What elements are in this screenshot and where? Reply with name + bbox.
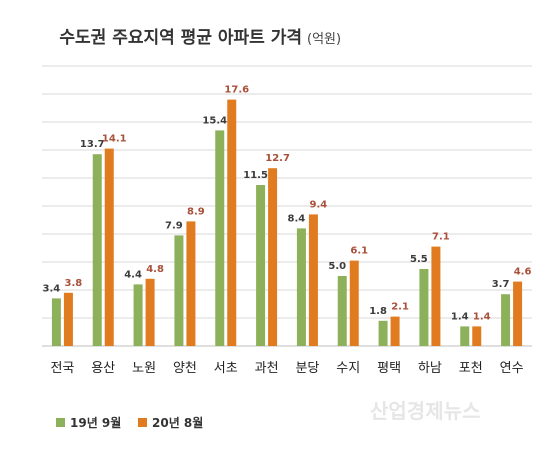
legend: 19년 9월 20년 8월 (56, 415, 203, 430)
value-label: 13.7 (80, 139, 105, 150)
value-label: 17.6 (224, 85, 249, 96)
category-label: 전국 (50, 361, 74, 376)
value-label: 7.1 (432, 232, 450, 243)
value-label: 11.5 (243, 170, 268, 181)
bar-20 (472, 326, 482, 346)
category-label: 수지 (336, 361, 360, 376)
value-label: 3.7 (492, 279, 510, 290)
value-label: 1.4 (473, 311, 491, 322)
value-label: 15.4 (202, 115, 227, 126)
chart-title: 수도권 주요지역 평균 아파트 가격 (59, 28, 302, 48)
value-label: 1.8 (369, 306, 387, 317)
value-label: 6.1 (350, 246, 368, 257)
category-label: 용산 (91, 361, 115, 376)
value-labels: 3.4 3.8 13.714.1 4.4 4.8 7.9 8.9 15.4 17.6 11.5 12… (43, 85, 532, 323)
bar-20 (308, 214, 318, 346)
gridlines (42, 65, 532, 347)
bar-20 (268, 168, 278, 346)
value-label: 9.4 (310, 199, 328, 210)
value-label: 8.4 (288, 213, 306, 224)
value-label: 3.4 (43, 283, 61, 294)
value-label: 4.6 (514, 267, 532, 278)
bar-20 (431, 246, 441, 346)
bar-20 (104, 148, 114, 346)
category-label: 서초 (214, 361, 238, 376)
bar-19 (419, 269, 429, 346)
bar-19 (378, 320, 388, 346)
bar-19 (256, 185, 266, 346)
bar-20 (513, 281, 523, 346)
category-labels: 전국 용산 노원 양천 서초 과천 분당 수지 평택 하남 포천 연수 (50, 361, 523, 376)
value-label: 4.8 (146, 264, 164, 275)
value-label: 1.4 (451, 311, 469, 322)
bar-19 (460, 326, 470, 346)
bar-19 (296, 228, 306, 346)
value-label: 14.1 (102, 134, 127, 145)
watermark: 산업경제뉴스 (370, 399, 480, 423)
bar-20 (186, 221, 196, 346)
value-label: 3.8 (65, 278, 83, 289)
chart-unit: (억원) (307, 32, 341, 47)
value-label: 12.7 (265, 153, 290, 164)
bar-20 (145, 278, 155, 346)
legend-label-19: 19년 9월 (70, 415, 121, 430)
category-label: 과천 (255, 361, 279, 376)
bar-19 (92, 154, 102, 346)
bar-20 (63, 292, 73, 346)
bar-19 (501, 294, 511, 346)
category-label: 하남 (418, 361, 442, 376)
legend-swatch-20 (138, 418, 147, 427)
value-label: 5.0 (328, 261, 346, 272)
legend-swatch-19 (56, 418, 65, 427)
bar-19 (133, 284, 143, 346)
value-label: 4.4 (124, 269, 142, 280)
bars (51, 99, 523, 346)
category-label: 포천 (459, 361, 483, 376)
value-label: 2.1 (391, 302, 409, 313)
bar-19 (174, 235, 184, 346)
legend-label-20: 20년 8월 (152, 415, 203, 430)
bar-19 (337, 276, 347, 346)
bar-19 (215, 130, 225, 346)
bar-20 (227, 99, 237, 346)
bar-19 (51, 298, 61, 346)
category-label: 평택 (377, 361, 401, 376)
value-label: 7.9 (165, 220, 183, 231)
category-label: 연수 (500, 361, 524, 376)
value-label: 8.9 (187, 206, 205, 217)
bar-20 (349, 260, 359, 346)
value-label: 5.5 (410, 254, 428, 265)
category-label: 노원 (132, 361, 156, 376)
category-label: 양천 (173, 361, 197, 376)
bar-20 (390, 316, 400, 346)
category-label: 분당 (295, 361, 319, 376)
